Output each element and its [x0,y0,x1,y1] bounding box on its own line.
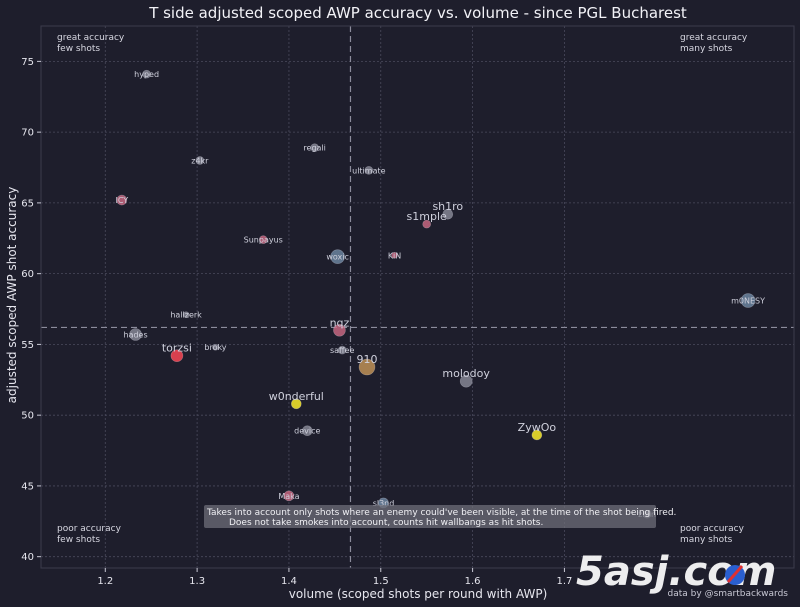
quadrant-bottom-left-line1: poor accuracy [57,524,122,534]
data-point-label: ICY [115,196,128,205]
chart-title: T side adjusted scoped AWP accuracy vs. … [148,4,687,22]
quadrant-top-right-line1: great accuracy [680,33,748,43]
data-point-label: Sunpayus [244,236,283,245]
y-axis-label: adjusted scoped AWP shot accuracy [5,187,19,404]
axis-ticks: 1.2 1.3 1.4 1.5 1.6 1.7 40 45 50 55 60 65 70 75 [21,57,572,587]
data-point-label: woxic [326,253,349,262]
quadrant-top-left-line1: great accuracy [57,33,125,43]
data-point [337,345,347,355]
data-point-label: hyped [134,70,159,79]
x-axis-label: volume (scoped shots per round with AWP) [289,587,548,601]
x-tick-label: 1.6 [465,576,481,587]
data-point [531,429,543,441]
y-tick-label: 75 [21,57,34,68]
quadrant-bottom-right-line1: poor accuracy [680,524,745,534]
data-point [333,323,346,337]
plot-frame [40,25,795,569]
data-point [740,293,756,308]
grid [41,26,794,568]
y-tick-label: 45 [21,481,34,492]
y-tick-label: 50 [21,411,34,422]
data-point-label: m0NESY [731,297,765,306]
x-tick-label: 1.4 [281,576,297,587]
quadrant-bottom-right-line2: many shots [680,535,733,545]
data-point [129,328,142,341]
data-point-label: 910 [356,353,377,366]
data-point [364,166,374,175]
data-point [142,69,151,79]
data-point-label: ZywOo [518,421,557,434]
x-tick-label: 1.2 [97,576,113,587]
data-point-label: KiN [388,251,401,260]
x-tick-label: 1.7 [556,576,572,587]
data-point [302,425,313,437]
data-point [310,143,319,153]
data-point-label: molodoy [442,367,490,380]
note-background [204,505,656,528]
data-point [358,358,376,376]
data-point [182,311,190,318]
data-point [116,194,128,206]
data-point [212,343,219,351]
note-line-2: Does not take smokes into account, count… [229,518,543,528]
y-tick-label: 40 [21,552,34,563]
y-tick-label: 55 [21,340,34,351]
data-point [258,235,268,244]
data-point-label: sl3nd [373,499,395,508]
data-point [290,398,302,410]
y-tick-label: 60 [21,269,34,280]
data-point [422,219,431,229]
note-line-1: Takes into account only shots where an e… [206,508,676,518]
data-point-label: device [294,427,320,436]
data-credit: data by @smartbackwards [668,589,789,599]
y-tick-label: 65 [21,198,34,209]
data-point-label: sh1ro [432,200,463,213]
quadrant-labels: great accuracy few shots great accuracy … [57,33,748,545]
data-point-label: z4kr [191,156,209,165]
quadrant-bottom-left-line2: few shots [57,535,100,545]
quadrant-top-left-line2: few shots [57,44,100,54]
data-point-label: saffee [330,346,355,355]
reference-lines [41,26,794,568]
data-point [459,374,473,388]
data-point [330,249,345,264]
watermark: 5asj.com [576,549,776,595]
data-point-label: hades [124,331,148,340]
data-point-label: Maka [278,492,299,501]
quadrant-top-right-line2: many shots [680,44,733,54]
data-point-label: s1mple [407,210,447,223]
data-point-label: ultimate [352,166,385,175]
x-tick-label: 1.5 [373,576,389,587]
data-point [391,251,398,259]
note-box: Takes into account only shots where an e… [204,505,676,528]
data-point [283,490,295,502]
watermark-swoosh-icon [726,565,744,583]
data-point-label: w0nderful [269,390,324,403]
data-point-label: hallzerk [170,311,202,320]
data-point [195,156,205,165]
x-tick-label: 1.3 [189,576,205,587]
data-point-label: nqz [330,316,350,329]
data-point-label: regali [303,144,325,153]
y-tick-label: 70 [21,128,34,139]
data-point [442,208,454,220]
data-point-label: broky [204,343,226,352]
data-point-label: torzsi [162,342,192,355]
data-point [170,349,184,363]
